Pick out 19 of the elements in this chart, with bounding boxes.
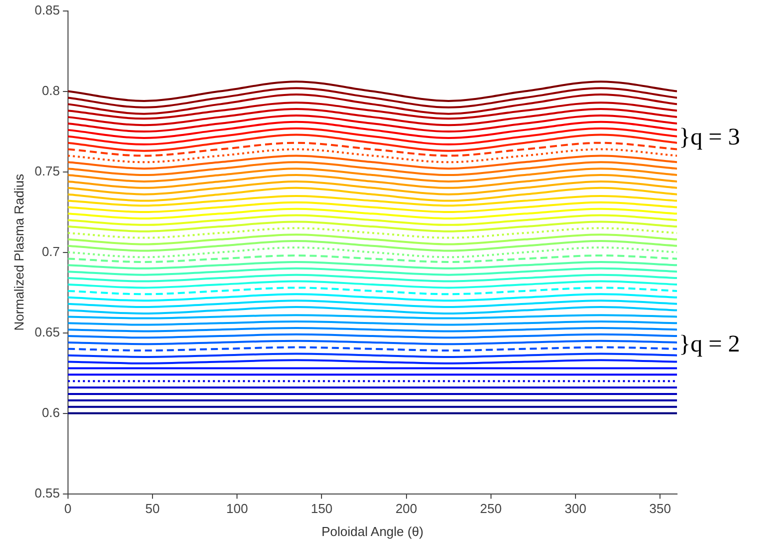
x-tick-label: 200 <box>395 501 418 516</box>
text: }q = 3 <box>679 124 740 151</box>
x-tick-label: 300 <box>564 501 586 516</box>
text: }q = 2 <box>679 331 740 358</box>
x-tick-label: 250 <box>480 501 502 516</box>
y-tick-label: 0.7 <box>42 244 60 259</box>
y-tick-label: 0.6 <box>42 404 60 420</box>
y-tick-label: 0.75 <box>34 163 60 178</box>
y-tick-label: 0.8 <box>42 82 60 98</box>
x-tick-label: 0 <box>64 501 72 516</box>
x-tick-label: 50 <box>145 501 160 516</box>
x-axis-title: Poloidal Angle (θ) <box>322 524 424 539</box>
y-tick-label: 0.85 <box>34 2 60 18</box>
y-tick-label: 0.55 <box>34 485 60 500</box>
y-tick-label: 0.65 <box>34 324 60 340</box>
y-axis-title: Normalized Plasma Radius <box>11 173 26 331</box>
x-tick-label: 100 <box>226 501 248 516</box>
x-tick-label: 150 <box>310 501 333 516</box>
x-tick-label: 350 <box>649 501 671 516</box>
